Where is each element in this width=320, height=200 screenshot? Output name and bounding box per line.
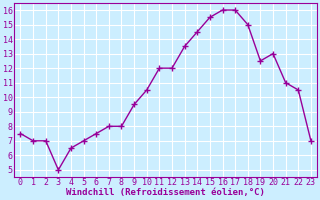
X-axis label: Windchill (Refroidissement éolien,°C): Windchill (Refroidissement éolien,°C): [66, 188, 265, 197]
